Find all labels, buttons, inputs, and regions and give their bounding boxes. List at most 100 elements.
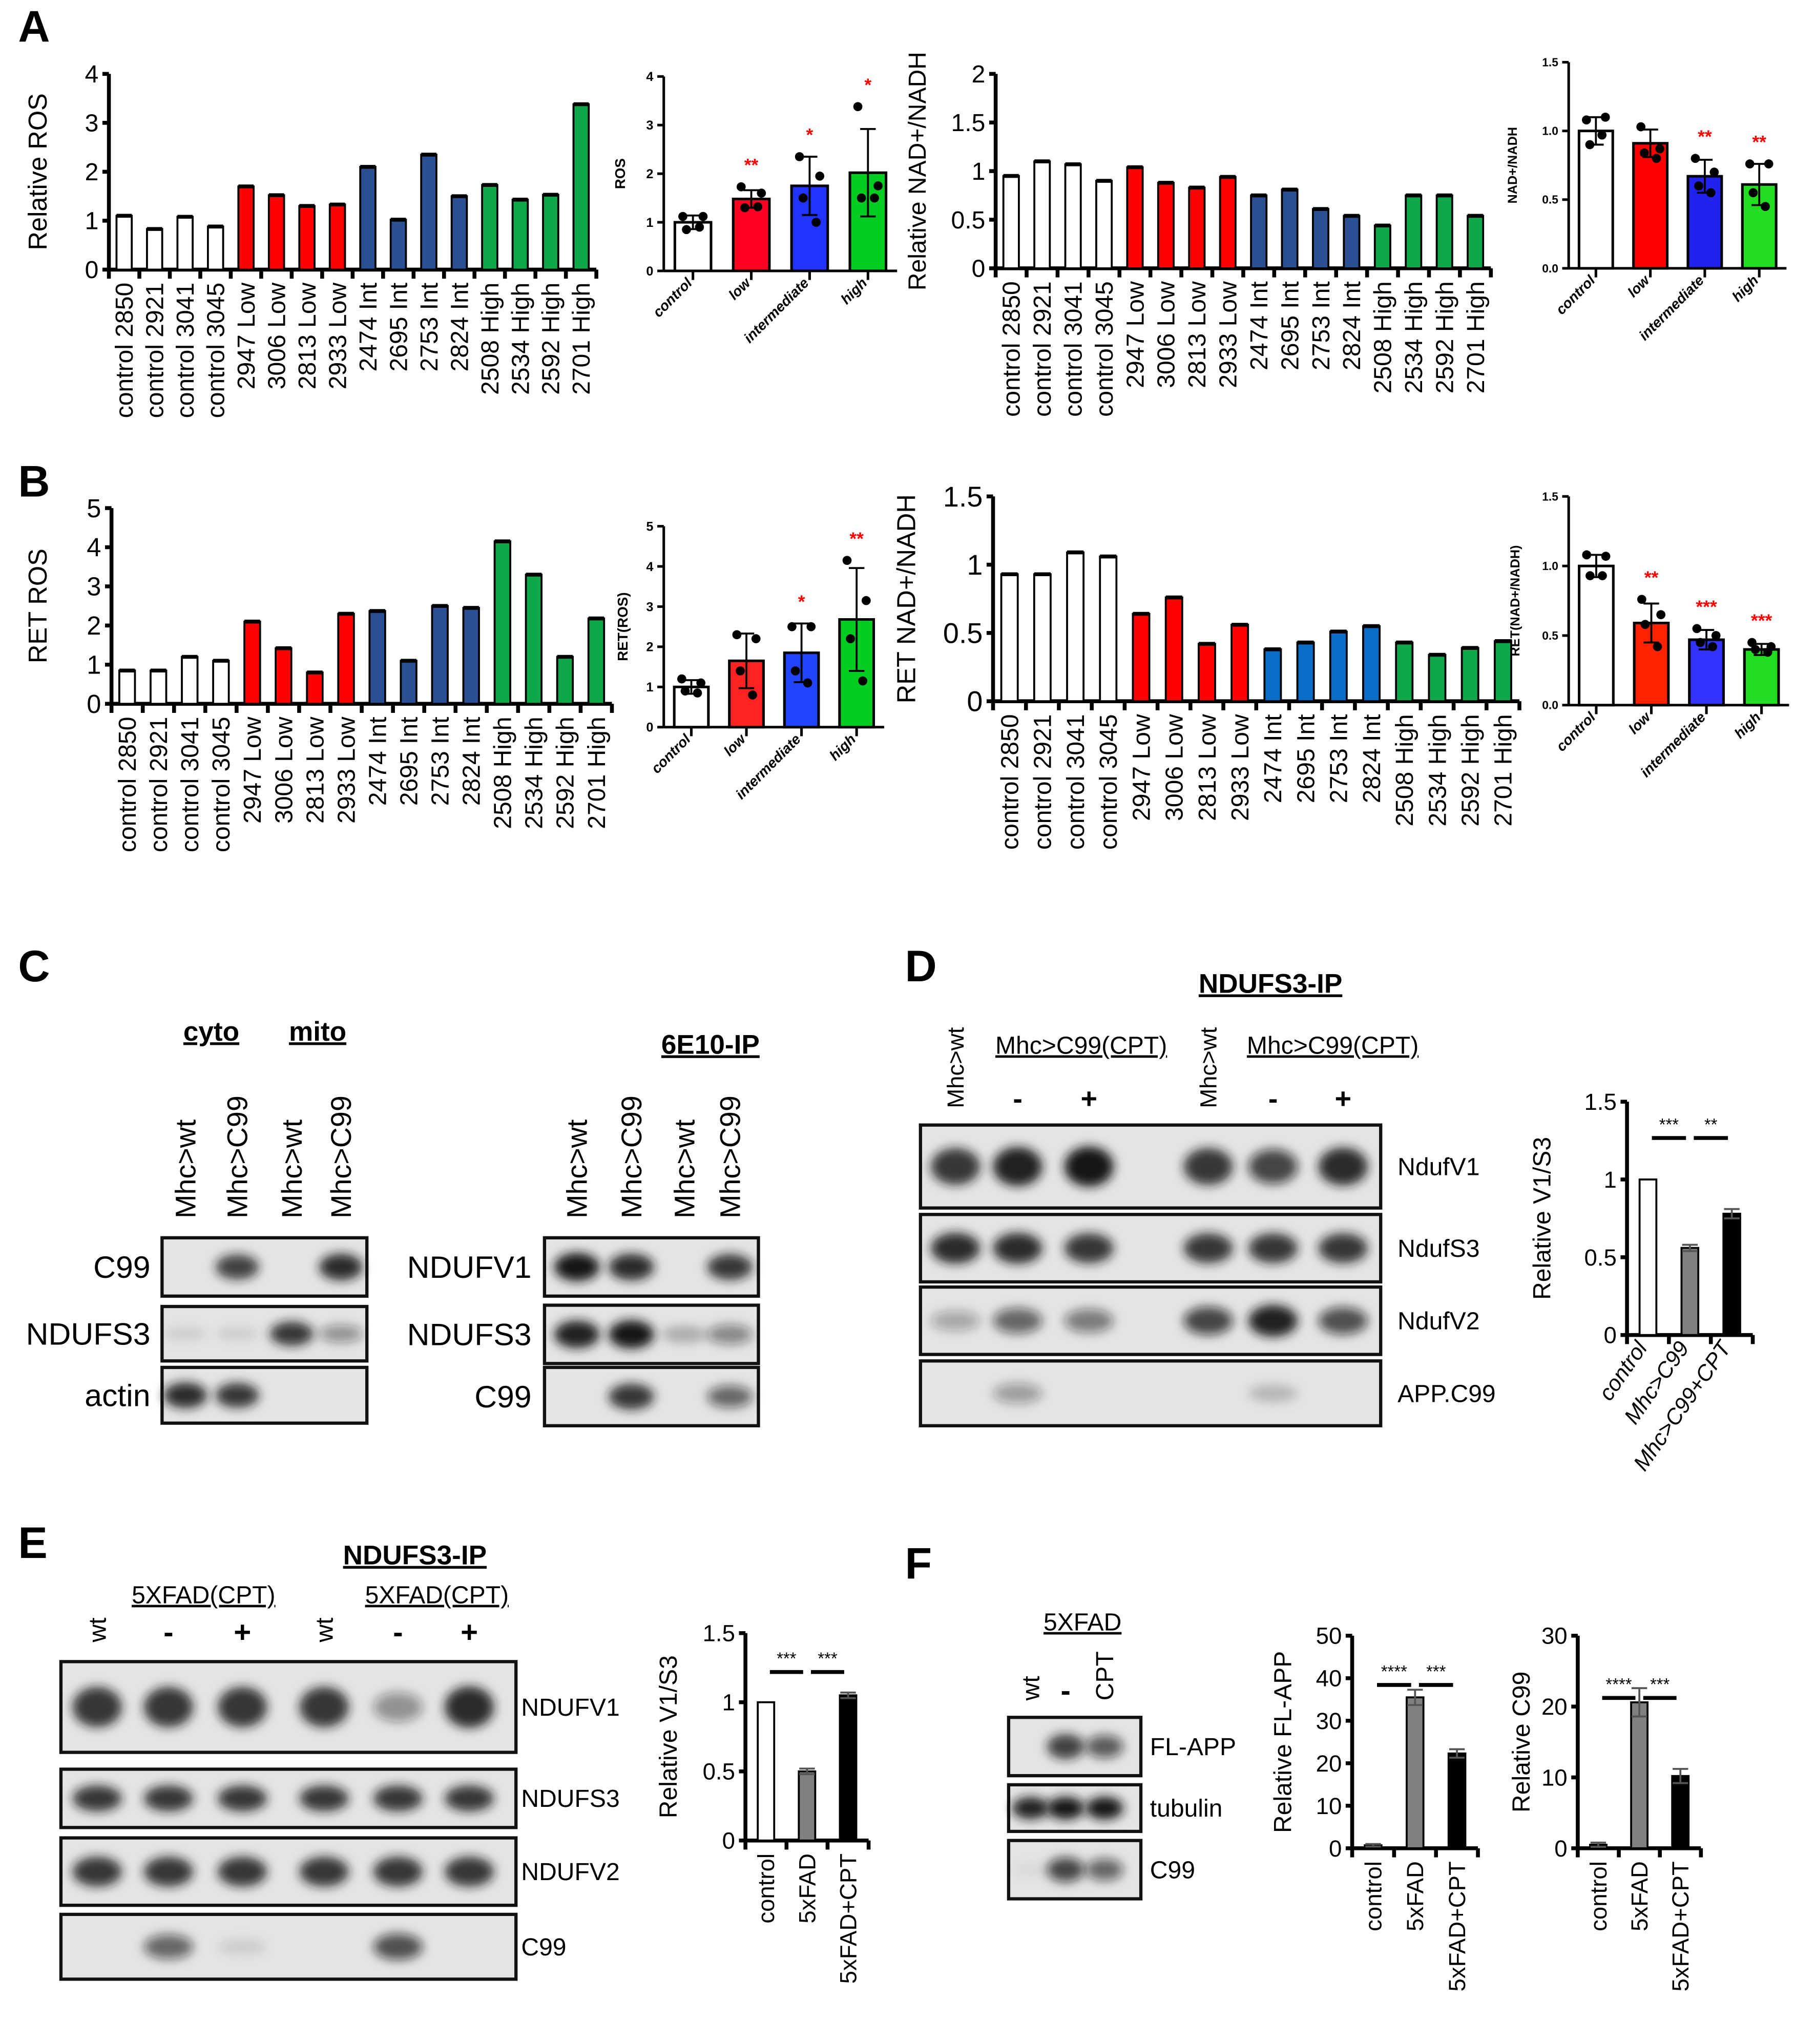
protein-band [1318,1307,1368,1335]
category-label: control 2921 [141,283,169,418]
data-point [1636,122,1646,132]
data-point [1597,130,1607,140]
data-point [1763,647,1772,657]
blot-membrane [59,1912,518,1981]
y-tick-label: 2 [85,158,99,186]
category-label: low [721,730,749,759]
category-label: 2534 High [507,283,534,395]
protein-band [373,1785,423,1811]
bar [1002,175,1020,269]
category-label: 5xFAD [1626,1861,1653,1931]
y-tick-label: 40 [1316,1666,1342,1692]
y-axis-label: Relative V1/S3 [655,1655,682,1818]
y-tick-label: 30 [1541,1623,1568,1649]
blot-row-label: C99 [474,1379,531,1414]
category-label: low [725,274,754,303]
bar [1461,647,1479,703]
y-tick-label: 1 [87,650,101,679]
lane-label: Mhc>wt [170,1119,201,1218]
y-tick-label: 0 [1554,1836,1567,1862]
bar [400,660,418,705]
category-label: 5xFAD [794,1853,820,1924]
blot-row: FL-APP [1007,1716,1236,1778]
category-label: high [826,731,859,763]
bar [1743,648,1780,707]
y-tick-label: 4 [646,560,653,574]
bar [1263,648,1282,703]
protein-band [931,1233,980,1264]
blot-membrane [919,1123,1383,1210]
y-axis-label: RET ROS [23,549,52,663]
blot-row: NDUFV1 [407,1236,760,1298]
blot-row-label: C99 [1150,1856,1195,1884]
data-point [1709,167,1719,177]
category-label: low [1625,708,1654,737]
lane-label: Mhc>C99 [714,1095,746,1218]
protein-band [72,1857,122,1887]
category-label: 2947 Low [1121,281,1149,388]
data-point [870,193,879,203]
category-label: 2933 Low [332,717,360,824]
y-tick-label: 0.0 [1542,699,1558,712]
data-point [1711,631,1721,640]
y-tick-label: 1.5 [1542,55,1558,69]
protein-band [931,1311,980,1331]
category-label: control [1553,272,1598,318]
bar [206,225,224,271]
bar [1406,1696,1425,1849]
blot-header: 6E10-IP [661,1030,760,1060]
significance-label: **** [1605,1675,1632,1694]
significance-stars: ** [1644,567,1659,588]
y-tick-label: 0 [1329,1836,1342,1862]
y-tick-label: 1 [972,158,986,185]
protein-band [993,1233,1042,1264]
category-label: control [650,275,695,320]
data-point [1692,624,1702,634]
protein-band [215,1383,259,1408]
blot-row: NDUFS3 [59,1767,620,1829]
category-label: 3006 Low [263,282,291,389]
data-point [857,193,866,203]
category-label: 2813 Low [1183,281,1211,388]
bar [1250,194,1268,269]
data-point [798,193,808,203]
lane-group-label: 5XFAD [1044,1609,1121,1636]
bar [1033,573,1052,703]
y-tick-label: 5 [646,519,653,534]
lane-label: - [393,1615,403,1649]
data-point [748,690,757,700]
protein-band [1047,1734,1084,1759]
bar [1578,564,1615,707]
lane-label: Mhc>wt [276,1119,308,1218]
y-tick-label: 0 [1603,1322,1616,1348]
bar [243,620,261,705]
protein-band [143,1857,194,1887]
bar [1312,208,1330,269]
lane-group-label: mito [289,1017,346,1047]
y-tick-label: 4 [87,533,101,562]
data-point [696,678,706,688]
y-axis-label: Relative ROS [23,93,52,250]
y-tick-label: 3 [85,110,99,137]
bar [1132,613,1151,703]
category-label: 5xFAD+CPT [1444,1861,1470,1991]
bar [1428,654,1447,703]
protein-band [218,1687,267,1727]
data-point [1585,140,1595,150]
category-label: control 3045 [207,717,235,853]
protein-band [319,1253,363,1280]
bar [146,228,163,271]
y-tick-label: 20 [1316,1751,1342,1777]
bar [1638,1178,1658,1336]
protein-band [1248,1304,1298,1337]
data-point [842,556,852,565]
bar-chart-b4: 0.0 0.5 1.0 1.5 RET(NAD+/NADH) control ** low **… [1508,490,1789,780]
bar [462,607,480,705]
significance-label: *** [777,1649,797,1668]
lane-label: Mhc>wt [1196,1027,1222,1108]
lane-label: Mhc>wt [561,1119,593,1218]
data-point [736,666,745,676]
